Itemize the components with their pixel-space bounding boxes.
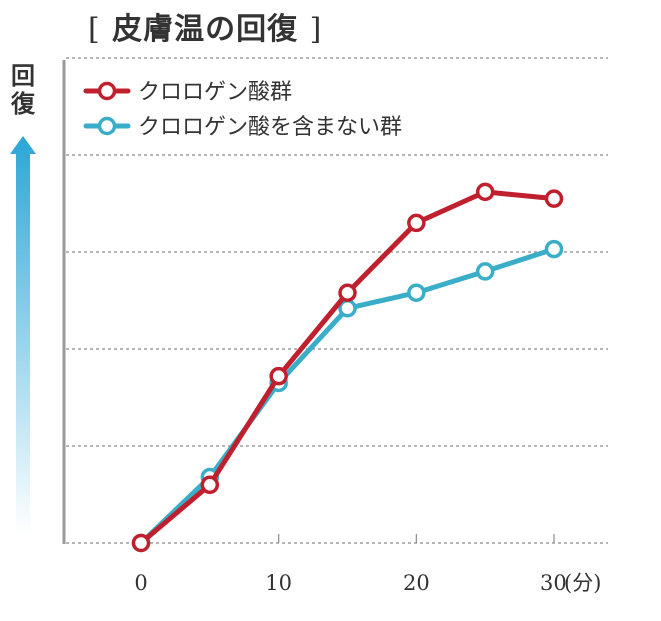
legend-marker xyxy=(97,116,117,136)
chart-title: [ 皮膚温の回復 ] xyxy=(88,4,322,48)
data-point xyxy=(200,475,220,495)
data-point xyxy=(407,213,426,233)
x-tick-label: 0 xyxy=(134,571,147,595)
x-unit-label: (分) xyxy=(564,571,601,595)
data-point xyxy=(407,283,426,302)
legend-label: クロロゲン酸を含まない群 xyxy=(138,115,402,140)
series-1 xyxy=(131,182,564,553)
data-point xyxy=(544,189,564,208)
up-arrow-icon xyxy=(10,136,36,534)
x-ticks: 0 10 20 30(分) xyxy=(134,534,601,595)
data-point xyxy=(131,533,151,553)
data-point xyxy=(269,366,288,386)
data-point xyxy=(475,182,495,202)
title-text: 皮膚温の回復 xyxy=(112,12,299,47)
legend-marker xyxy=(97,81,117,101)
y-direction-label: 回復 xyxy=(11,61,35,118)
x-tick-label: 20 xyxy=(403,571,430,595)
grid-lines xyxy=(66,57,608,544)
x-tick-label: 10 xyxy=(265,571,292,595)
title-close-bracket: ] xyxy=(309,12,323,47)
series-lines xyxy=(131,182,564,553)
title-open-bracket: [ xyxy=(88,12,101,47)
data-point xyxy=(544,239,564,259)
x-tick-label: 30 xyxy=(540,571,567,595)
legend-label: クロロゲン酸群 xyxy=(138,80,292,105)
data-point xyxy=(338,283,357,302)
data-point xyxy=(475,262,495,281)
